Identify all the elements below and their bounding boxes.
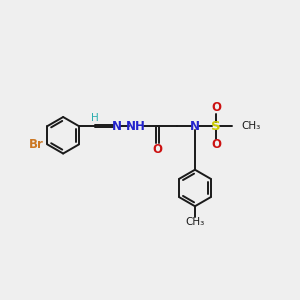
Text: NH: NH	[125, 120, 146, 133]
Text: N: N	[190, 120, 200, 133]
Text: S: S	[211, 120, 221, 133]
Text: Br: Br	[29, 138, 44, 151]
Text: O: O	[211, 138, 221, 151]
Text: O: O	[211, 101, 221, 114]
Text: CH₃: CH₃	[241, 121, 260, 131]
Text: H: H	[91, 113, 99, 123]
Text: N: N	[112, 120, 122, 133]
Text: O: O	[153, 142, 163, 156]
Text: CH₃: CH₃	[185, 218, 205, 227]
